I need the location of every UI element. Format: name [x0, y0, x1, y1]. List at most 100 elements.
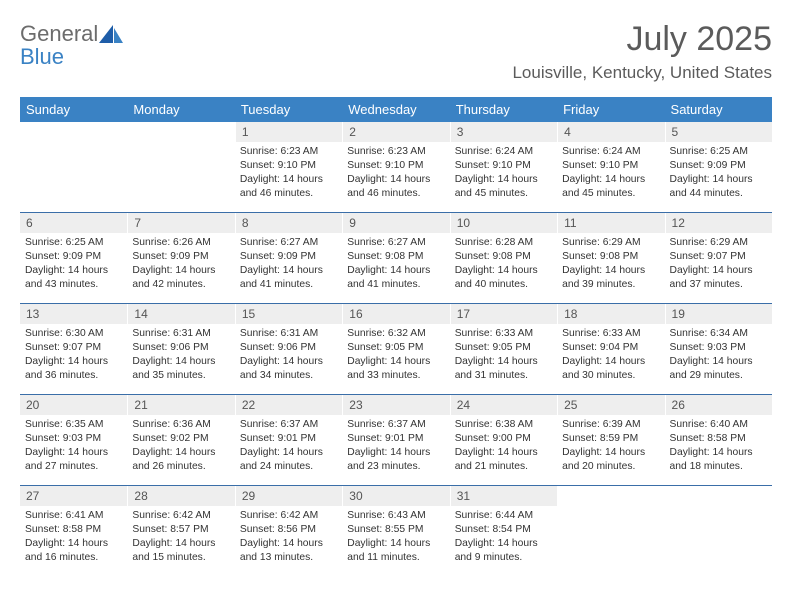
- day-number: 14: [127, 304, 234, 324]
- day-text: Sunrise: 6:23 AMSunset: 9:10 PMDaylight:…: [235, 142, 342, 201]
- calendar-cell: 29Sunrise: 6:42 AMSunset: 8:56 PMDayligh…: [235, 486, 342, 577]
- day-text: Sunrise: 6:42 AMSunset: 8:57 PMDaylight:…: [127, 506, 234, 565]
- weekday-header: Monday: [127, 97, 234, 122]
- calendar-cell: 13Sunrise: 6:30 AMSunset: 9:07 PMDayligh…: [20, 304, 127, 395]
- calendar-cell: .: [557, 486, 664, 577]
- day-number: 31: [450, 486, 557, 506]
- weekday-header: Thursday: [450, 97, 557, 122]
- day-text: Sunrise: 6:27 AMSunset: 9:09 PMDaylight:…: [235, 233, 342, 292]
- day-text: Sunrise: 6:34 AMSunset: 9:03 PMDaylight:…: [665, 324, 772, 383]
- day-text: Sunrise: 6:44 AMSunset: 8:54 PMDaylight:…: [450, 506, 557, 565]
- day-text: Sunrise: 6:42 AMSunset: 8:56 PMDaylight:…: [235, 506, 342, 565]
- day-number: 5: [665, 122, 772, 142]
- day-number: 10: [450, 213, 557, 233]
- day-text: Sunrise: 6:23 AMSunset: 9:10 PMDaylight:…: [342, 142, 449, 201]
- day-text: Sunrise: 6:24 AMSunset: 9:10 PMDaylight:…: [450, 142, 557, 201]
- calendar-cell: 22Sunrise: 6:37 AMSunset: 9:01 PMDayligh…: [235, 395, 342, 486]
- day-text: Sunrise: 6:29 AMSunset: 9:07 PMDaylight:…: [665, 233, 772, 292]
- weekday-header: Sunday: [20, 97, 127, 122]
- day-number: 15: [235, 304, 342, 324]
- day-text: Sunrise: 6:41 AMSunset: 8:58 PMDaylight:…: [20, 506, 127, 565]
- day-text: Sunrise: 6:28 AMSunset: 9:08 PMDaylight:…: [450, 233, 557, 292]
- calendar-body: ..1Sunrise: 6:23 AMSunset: 9:10 PMDaylig…: [20, 122, 772, 576]
- calendar-cell: 25Sunrise: 6:39 AMSunset: 8:59 PMDayligh…: [557, 395, 664, 486]
- day-number: 29: [235, 486, 342, 506]
- day-number: 19: [665, 304, 772, 324]
- calendar-cell: 2Sunrise: 6:23 AMSunset: 9:10 PMDaylight…: [342, 122, 449, 213]
- calendar-cell: 12Sunrise: 6:29 AMSunset: 9:07 PMDayligh…: [665, 213, 772, 304]
- day-text: Sunrise: 6:35 AMSunset: 9:03 PMDaylight:…: [20, 415, 127, 474]
- day-number: 30: [342, 486, 449, 506]
- calendar-table: SundayMondayTuesdayWednesdayThursdayFrid…: [20, 97, 772, 576]
- day-number: 18: [557, 304, 664, 324]
- calendar-week: 27Sunrise: 6:41 AMSunset: 8:58 PMDayligh…: [20, 486, 772, 577]
- calendar-week: ..1Sunrise: 6:23 AMSunset: 9:10 PMDaylig…: [20, 122, 772, 213]
- page-title: July 2025: [512, 20, 772, 59]
- calendar-cell: 27Sunrise: 6:41 AMSunset: 8:58 PMDayligh…: [20, 486, 127, 577]
- calendar-cell: 31Sunrise: 6:44 AMSunset: 8:54 PMDayligh…: [450, 486, 557, 577]
- day-text: Sunrise: 6:25 AMSunset: 9:09 PMDaylight:…: [20, 233, 127, 292]
- calendar-cell: 15Sunrise: 6:31 AMSunset: 9:06 PMDayligh…: [235, 304, 342, 395]
- day-number: 1: [235, 122, 342, 142]
- calendar-cell: .: [127, 122, 234, 213]
- calendar-cell: 24Sunrise: 6:38 AMSunset: 9:00 PMDayligh…: [450, 395, 557, 486]
- day-number: 27: [20, 486, 127, 506]
- logo-text: General Blue: [20, 22, 98, 68]
- calendar-cell: 6Sunrise: 6:25 AMSunset: 9:09 PMDaylight…: [20, 213, 127, 304]
- day-text: Sunrise: 6:26 AMSunset: 9:09 PMDaylight:…: [127, 233, 234, 292]
- calendar-cell: 3Sunrise: 6:24 AMSunset: 9:10 PMDaylight…: [450, 122, 557, 213]
- day-text: Sunrise: 6:40 AMSunset: 8:58 PMDaylight:…: [665, 415, 772, 474]
- calendar-cell: 7Sunrise: 6:26 AMSunset: 9:09 PMDaylight…: [127, 213, 234, 304]
- day-number: 8: [235, 213, 342, 233]
- day-number: 23: [342, 395, 449, 415]
- day-number: 24: [450, 395, 557, 415]
- day-text: Sunrise: 6:30 AMSunset: 9:07 PMDaylight:…: [20, 324, 127, 383]
- title-block: July 2025 Louisville, Kentucky, United S…: [512, 20, 772, 83]
- day-text: Sunrise: 6:36 AMSunset: 9:02 PMDaylight:…: [127, 415, 234, 474]
- weekday-header: Friday: [557, 97, 664, 122]
- logo-word-1: General: [20, 21, 98, 46]
- day-text: Sunrise: 6:32 AMSunset: 9:05 PMDaylight:…: [342, 324, 449, 383]
- day-number: 4: [557, 122, 664, 142]
- day-number: 11: [557, 213, 664, 233]
- day-number: 21: [127, 395, 234, 415]
- logo: General Blue: [20, 22, 124, 68]
- weekday-header: Wednesday: [342, 97, 449, 122]
- day-number: 28: [127, 486, 234, 506]
- calendar-week: 6Sunrise: 6:25 AMSunset: 9:09 PMDaylight…: [20, 213, 772, 304]
- day-text: Sunrise: 6:33 AMSunset: 9:05 PMDaylight:…: [450, 324, 557, 383]
- day-number: 13: [20, 304, 127, 324]
- calendar-head: SundayMondayTuesdayWednesdayThursdayFrid…: [20, 97, 772, 122]
- day-text: Sunrise: 6:24 AMSunset: 9:10 PMDaylight:…: [557, 142, 664, 201]
- day-text: Sunrise: 6:29 AMSunset: 9:08 PMDaylight:…: [557, 233, 664, 292]
- calendar-cell: 20Sunrise: 6:35 AMSunset: 9:03 PMDayligh…: [20, 395, 127, 486]
- day-text: Sunrise: 6:38 AMSunset: 9:00 PMDaylight:…: [450, 415, 557, 474]
- day-number: 7: [127, 213, 234, 233]
- day-text: Sunrise: 6:31 AMSunset: 9:06 PMDaylight:…: [235, 324, 342, 383]
- calendar-cell: .: [20, 122, 127, 213]
- weekday-header: Tuesday: [235, 97, 342, 122]
- day-text: Sunrise: 6:27 AMSunset: 9:08 PMDaylight:…: [342, 233, 449, 292]
- weekday-header: Saturday: [665, 97, 772, 122]
- page-subtitle: Louisville, Kentucky, United States: [512, 63, 772, 83]
- day-number: 3: [450, 122, 557, 142]
- day-text: Sunrise: 6:39 AMSunset: 8:59 PMDaylight:…: [557, 415, 664, 474]
- day-number: 20: [20, 395, 127, 415]
- day-number: 2: [342, 122, 449, 142]
- day-number: 6: [20, 213, 127, 233]
- calendar-cell: 14Sunrise: 6:31 AMSunset: 9:06 PMDayligh…: [127, 304, 234, 395]
- day-text: Sunrise: 6:25 AMSunset: 9:09 PMDaylight:…: [665, 142, 772, 201]
- calendar-cell: 5Sunrise: 6:25 AMSunset: 9:09 PMDaylight…: [665, 122, 772, 213]
- day-number: 9: [342, 213, 449, 233]
- day-number: 26: [665, 395, 772, 415]
- page: General Blue July 2025 Louisville, Kentu…: [0, 0, 792, 612]
- logo-sail-icon: [99, 25, 123, 45]
- calendar-cell: 10Sunrise: 6:28 AMSunset: 9:08 PMDayligh…: [450, 213, 557, 304]
- calendar-cell: 21Sunrise: 6:36 AMSunset: 9:02 PMDayligh…: [127, 395, 234, 486]
- day-number: 12: [665, 213, 772, 233]
- calendar-cell: 18Sunrise: 6:33 AMSunset: 9:04 PMDayligh…: [557, 304, 664, 395]
- day-number: 22: [235, 395, 342, 415]
- calendar-cell: 28Sunrise: 6:42 AMSunset: 8:57 PMDayligh…: [127, 486, 234, 577]
- calendar-week: 13Sunrise: 6:30 AMSunset: 9:07 PMDayligh…: [20, 304, 772, 395]
- header: General Blue July 2025 Louisville, Kentu…: [20, 20, 772, 83]
